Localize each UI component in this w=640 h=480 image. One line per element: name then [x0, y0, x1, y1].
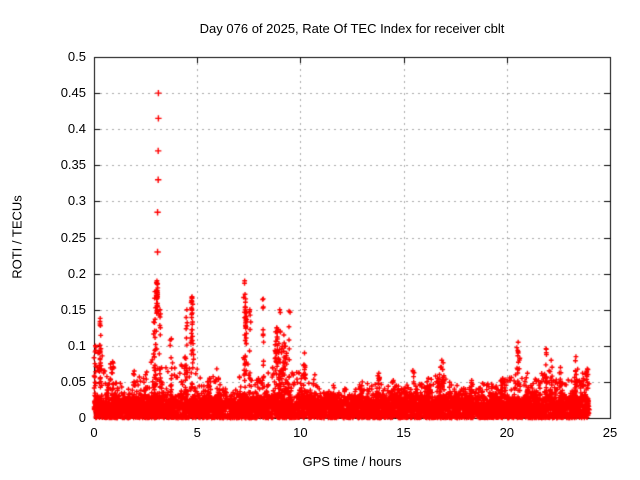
y-tick-label: 0.25 [60, 229, 86, 245]
y-tick-label: 0.5 [67, 49, 86, 64]
y-tick-label: 0.2 [67, 265, 86, 281]
y-tick-label: 0.15 [60, 301, 86, 317]
y-tick-label: 0.1 [67, 337, 86, 353]
y-tick-label: 0.45 [60, 85, 86, 101]
x-axis-label: GPS time / hours [302, 454, 402, 469]
x-tick-label: 0 [90, 425, 98, 440]
x-tick-label: 5 [193, 425, 201, 440]
y-tick-label: 0.05 [60, 373, 86, 389]
x-tick-label: 15 [396, 425, 411, 440]
chart-title: Day 076 of 2025, Rate Of TEC Index for r… [199, 21, 505, 36]
y-tick-label: 0 [78, 410, 86, 425]
x-tick-label: 10 [293, 425, 308, 440]
x-tick-label: 25 [602, 425, 618, 440]
y-tick-label: 0.3 [67, 193, 86, 209]
y-tick-label: 0.35 [60, 157, 86, 173]
y-tick-label: 0.4 [67, 121, 86, 137]
x-tick-label: 20 [499, 425, 515, 440]
